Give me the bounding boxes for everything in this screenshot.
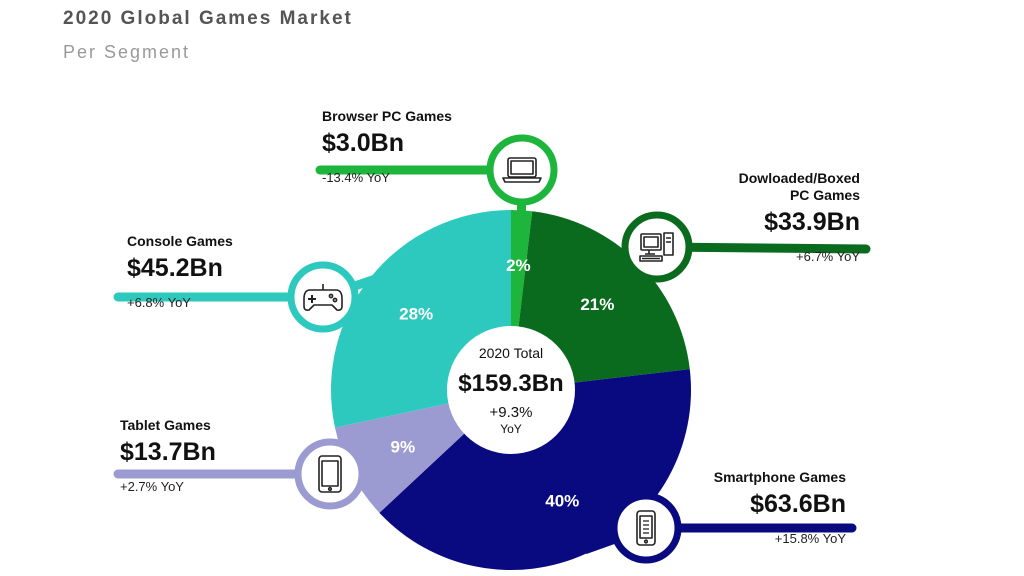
- segment-value: $33.9Bn: [764, 208, 860, 236]
- segment-yoy: +6.7% YoY: [796, 249, 860, 264]
- segment-name-line1: Dowloaded/Boxed: [738, 170, 860, 186]
- percent-label: 2%: [506, 256, 531, 275]
- badge-ring: [610, 492, 682, 564]
- segment-name: Tablet Games: [120, 417, 211, 433]
- center-total-label: 2020 Total: [479, 345, 543, 361]
- gamepad-icon: [303, 284, 343, 311]
- percent-label: 40%: [545, 492, 579, 511]
- segment-name: Smartphone Games: [713, 469, 846, 485]
- percent-label: 28%: [399, 304, 433, 323]
- segment-yoy: +2.7% YoY: [120, 479, 184, 494]
- center-hole: 2020 Total $159.3Bn +9.3% YoY: [447, 326, 575, 454]
- chart-subtitle: Per Segment: [63, 42, 191, 62]
- label-downloaded-pc: Dowloaded/Boxed PC Games $33.9Bn +6.7% Y…: [739, 170, 860, 265]
- smartphone-icon: [636, 510, 656, 546]
- segment-value: $13.7Bn: [120, 438, 216, 466]
- tablet-icon: [318, 455, 342, 493]
- segment-value: $45.2Bn: [127, 254, 223, 282]
- label-browser-pc: Browser PC Games $3.0Bn -13.4% YoY: [322, 108, 452, 186]
- segment-badges: [287, 134, 693, 564]
- percent-label: 9%: [391, 437, 416, 456]
- segment-yoy: +6.8% YoY: [127, 295, 191, 310]
- segment-name-line2: PC Games: [789, 187, 860, 203]
- desktop-pc-icon: [639, 232, 674, 262]
- label-smartphone: Smartphone Games $63.6Bn +15.8% YoY: [714, 469, 846, 547]
- percent-labels: 2% 21% 40% 9% 28%: [391, 256, 615, 510]
- center-growth-unit: YoY: [500, 422, 522, 436]
- percent-label: 21%: [580, 295, 614, 314]
- segment-value: $63.6Bn: [750, 490, 846, 518]
- badge-ring: [287, 261, 359, 333]
- badge-ring: [294, 438, 366, 510]
- badge-ring: [486, 134, 558, 206]
- segment-yoy: -13.4% YoY: [322, 170, 390, 185]
- segment-name: Browser PC Games: [322, 108, 452, 124]
- segment-name: Console Games: [127, 233, 233, 249]
- laptop-icon: [502, 157, 542, 183]
- segment-value: $3.0Bn: [322, 129, 404, 157]
- chart-title: 2020 Global Games Market: [63, 8, 353, 29]
- center-total-value: $159.3Bn: [458, 370, 563, 397]
- center-growth: +9.3%: [490, 404, 533, 421]
- segment-yoy: +15.8% YoY: [774, 531, 846, 546]
- label-console: Console Games $45.2Bn +6.8% YoY: [127, 233, 233, 311]
- label-tablet: Tablet Games $13.7Bn +2.7% YoY: [120, 417, 216, 495]
